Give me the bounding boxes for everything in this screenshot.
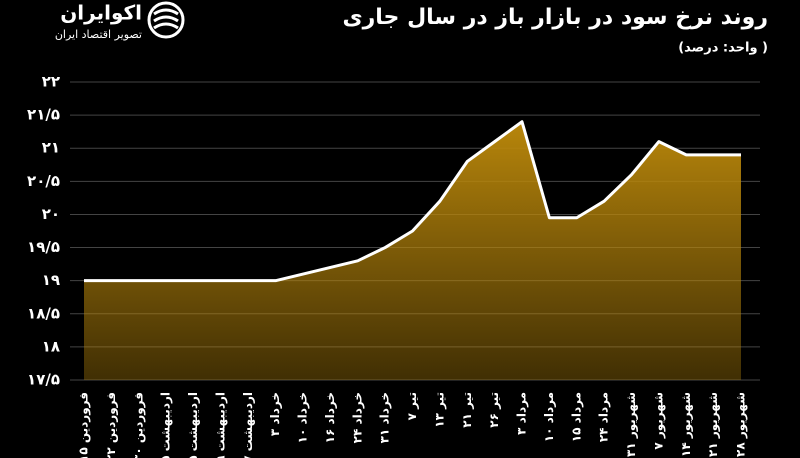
x-tick-label: ۷ تیر [405,392,419,420]
x-tick-label: ۱۹ اردیبهشت [213,392,227,458]
logo: اکوایران تصویر اقتصاد ایران [55,1,185,41]
x-tick-label: ۱۴ شهریور [679,392,694,457]
logo-icon-lines [153,8,179,30]
x-tick-label: ۱۰ مرداد [542,392,556,442]
x-tick-label: ۲۶ تیر [487,392,501,428]
y-tick-label: ۲۰/۵ [27,172,60,190]
x-tick-label: ۲۱ شهریور [706,392,721,457]
brand-name: اکوایران [60,1,142,25]
brand-tagline: تصویر اقتصاد ایران [55,28,142,41]
x-tick-label: ۱۵ اردیبهشت [186,392,200,458]
x-tick-label: ۱۳ تیر [432,392,446,428]
x-tick-label: ۳۱ شهریور [624,392,639,457]
logo-icon [147,1,185,39]
y-tick-label: ۱۸/۵ [27,304,60,322]
y-tick-label: ۲۲ [42,73,60,91]
x-tick-label: ۲۴ مرداد [597,392,611,442]
x-tick-label: ۱۵ فروردین [77,392,92,458]
y-tick-label: ۲۱ [42,139,60,157]
x-tick-label: ۵ اردیبهشت [159,392,173,458]
x-tick-label: ۲۲ فروردین [104,392,119,458]
x-tick-label: ۲۸ شهریور [734,392,749,457]
area [84,121,741,380]
y-tick-label: ۲۱/۵ [27,106,60,124]
y-tick-label: ۱۷/۵ [27,371,60,389]
x-tick-label: ۳ مرداد [515,392,529,435]
x-tick-label: ۳۰ فروردین [131,392,146,458]
x-tick-label: ۳۱ خرداد [378,392,392,443]
x-tick-label: ۱۰ خرداد [296,392,310,443]
chart-subtitle: (واحد: درصد ) [678,41,768,56]
x-tick-label: ۲۱ تیر [460,392,474,428]
chart-title: روند نرخ سود در بازار باز در سال جاری [342,5,768,30]
x-tick-label: ۳ خرداد [268,392,282,436]
x-tick-label: ۲۴ خرداد [350,392,364,443]
y-tick-label: ۱۹ [42,271,60,289]
x-tick-label: ۲۷ اردیبهشت [241,392,255,458]
x-tick-label: ۱۵ مرداد [569,392,583,442]
y-tick-label: ۱۹/۵ [27,238,60,256]
line [84,120,741,283]
x-tick-label: ۷ شهریور [651,392,666,450]
x-tick-label: ۱۶ خرداد [323,392,337,443]
y-tick-label: ۱۸ [42,337,60,355]
y-tick-label: ۲۰ [42,205,60,223]
